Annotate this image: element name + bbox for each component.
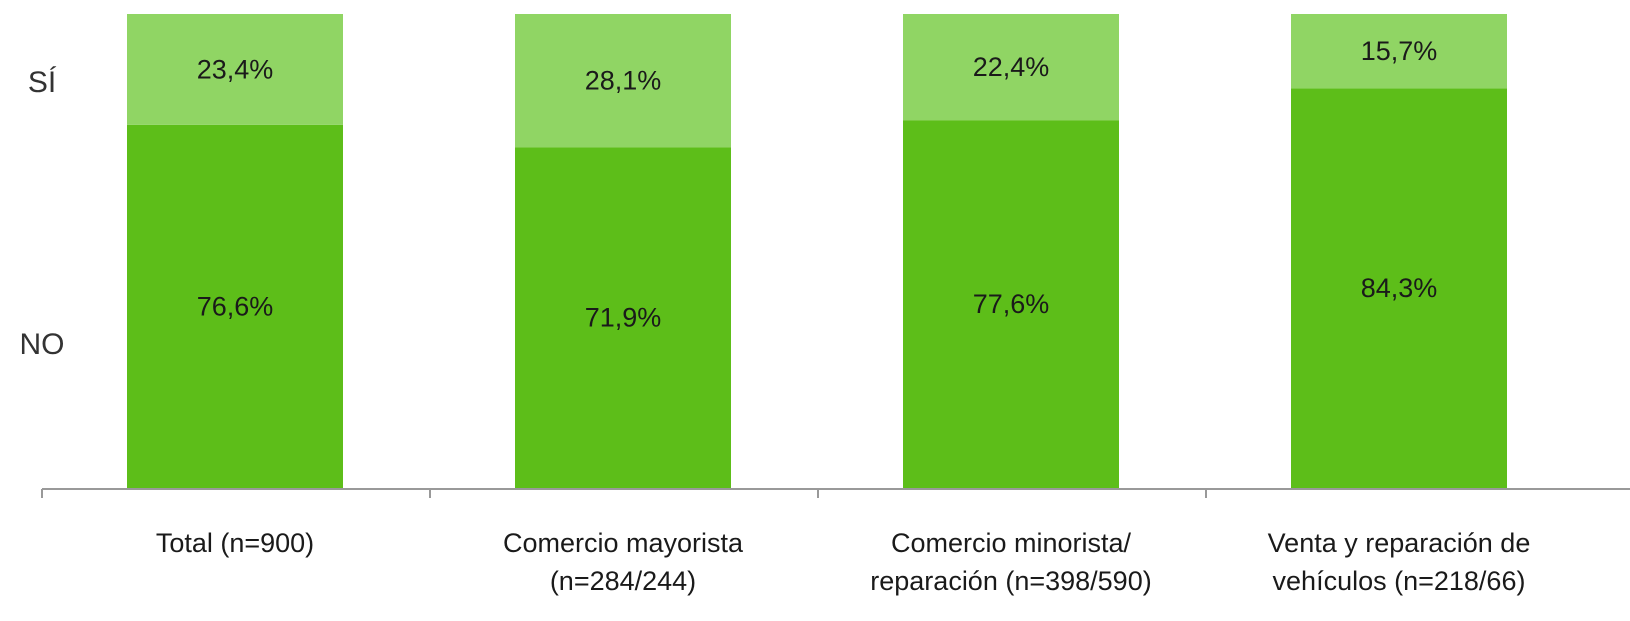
x-axis: [41, 488, 1630, 498]
category-labels: Total (n=900) Comercio mayorista (n=284/24…: [156, 528, 1531, 596]
category-label-3: Comercio minorista/reparación (n=398/590…: [870, 528, 1151, 596]
bar-si-1: [127, 14, 343, 125]
series-label-no: NO: [20, 328, 65, 361]
data-label-si-3: 22,4%: [973, 52, 1050, 82]
data-label-no-1: 76,6%: [197, 291, 274, 321]
series-label-si: SÍ: [28, 66, 57, 99]
data-label-no-4: 84,3%: [1361, 273, 1438, 303]
data-label-no-2: 71,9%: [585, 303, 662, 333]
bar-si-3: [903, 14, 1119, 121]
category-label-2: Comercio mayorista (n=284/244): [503, 528, 744, 596]
data-label-no-3: 77,6%: [973, 289, 1050, 319]
bar-no-4: [1291, 88, 1507, 488]
bars-group: 76,6% 23,4% 71,9% 28,1% 77,6% 22,4% 84,3% 15,7%: [127, 14, 1507, 489]
data-label-si-4: 15,7%: [1361, 36, 1438, 66]
bar-si-2: [515, 14, 731, 148]
data-label-si-2: 28,1%: [585, 66, 662, 96]
bar-no-2: [515, 147, 731, 488]
category-label-4: Venta y reparación de vehículos (n=218/66…: [1268, 528, 1531, 596]
bar-si-4: [1291, 14, 1507, 89]
bar-no-1: [127, 124, 343, 488]
category-label-1: Total (n=900): [156, 528, 314, 558]
series-labels: SÍ NO: [20, 66, 65, 361]
data-label-si-1: 23,4%: [197, 54, 274, 84]
bar-no-3: [903, 120, 1119, 489]
